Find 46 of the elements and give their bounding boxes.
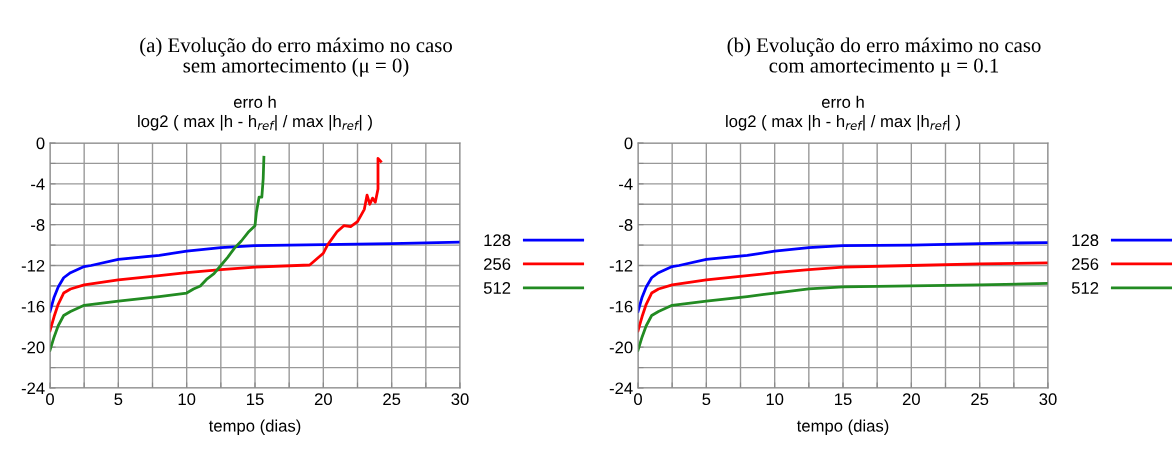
chart-title: (b) Evolução do erro máximo no caso com amortecimento μ = 0.1 (727, 37, 1041, 77)
x-tick-label: 15 (247, 393, 264, 406)
legend-label: 128 (1072, 234, 1099, 247)
x-tick-label: 30 (1039, 393, 1057, 406)
legend-label: 256 (1072, 258, 1099, 270)
y-tick-label: -20 (21, 341, 45, 354)
legend-label: 512 (1071, 282, 1099, 294)
x-tick-label: 25 (971, 393, 989, 406)
line-series (50, 240, 460, 313)
y-tick-label: -20 (609, 341, 633, 354)
x-tick-label: 0 (634, 393, 642, 406)
x-tick-label: 5 (114, 393, 123, 406)
y-tick-label: 0 (36, 137, 45, 150)
x-tick-label: 20 (902, 393, 920, 406)
x-axis-title: tempo (dias) (208, 419, 301, 436)
x-axis-title: tempo (dias) (796, 419, 889, 436)
legend-label: 128 (484, 234, 511, 247)
chart-subtitle: erro h log2 ( max |h - h$_{ref}$| / max |h$_{ref}$| ) (138, 95, 372, 131)
x-tick-label: 5 (702, 393, 711, 406)
y-tick-label: -4 (31, 178, 45, 190)
line-series (50, 156, 383, 333)
line-series (638, 281, 1048, 352)
x-tick-label: 10 (766, 393, 784, 406)
y-tick-label: -12 (21, 259, 45, 272)
x-tick-label: 10 (178, 393, 196, 406)
line-series (50, 155, 266, 352)
y-tick-label: -4 (619, 178, 633, 190)
y-tick-label: -16 (21, 300, 45, 313)
legend-label: 512 (483, 282, 511, 294)
line-series (638, 261, 1048, 333)
y-tick-label: -24 (609, 382, 633, 395)
y-tick-label: -8 (31, 219, 45, 231)
x-tick-label: 15 (835, 393, 852, 406)
chart-subtitle: erro h log2 ( max |h - h$_{ref}$| / max |h$_{ref}$| ) (726, 95, 960, 131)
y-tick-label: 0 (624, 137, 633, 150)
x-tick-label: 30 (451, 393, 469, 406)
y-tick-label: -16 (609, 300, 633, 313)
x-tick-label: 25 (383, 393, 401, 406)
legend-label: 256 (484, 258, 511, 270)
line-series (638, 241, 1048, 313)
x-tick-label: 20 (314, 393, 332, 406)
chart-title: (a) Evolução do erro máximo no caso sem amortecimento (μ = 0) (140, 37, 452, 77)
y-tick-label: -8 (619, 219, 633, 231)
y-tick-label: -24 (21, 382, 45, 395)
x-tick-label: 0 (46, 393, 54, 406)
y-tick-label: -12 (609, 259, 633, 272)
